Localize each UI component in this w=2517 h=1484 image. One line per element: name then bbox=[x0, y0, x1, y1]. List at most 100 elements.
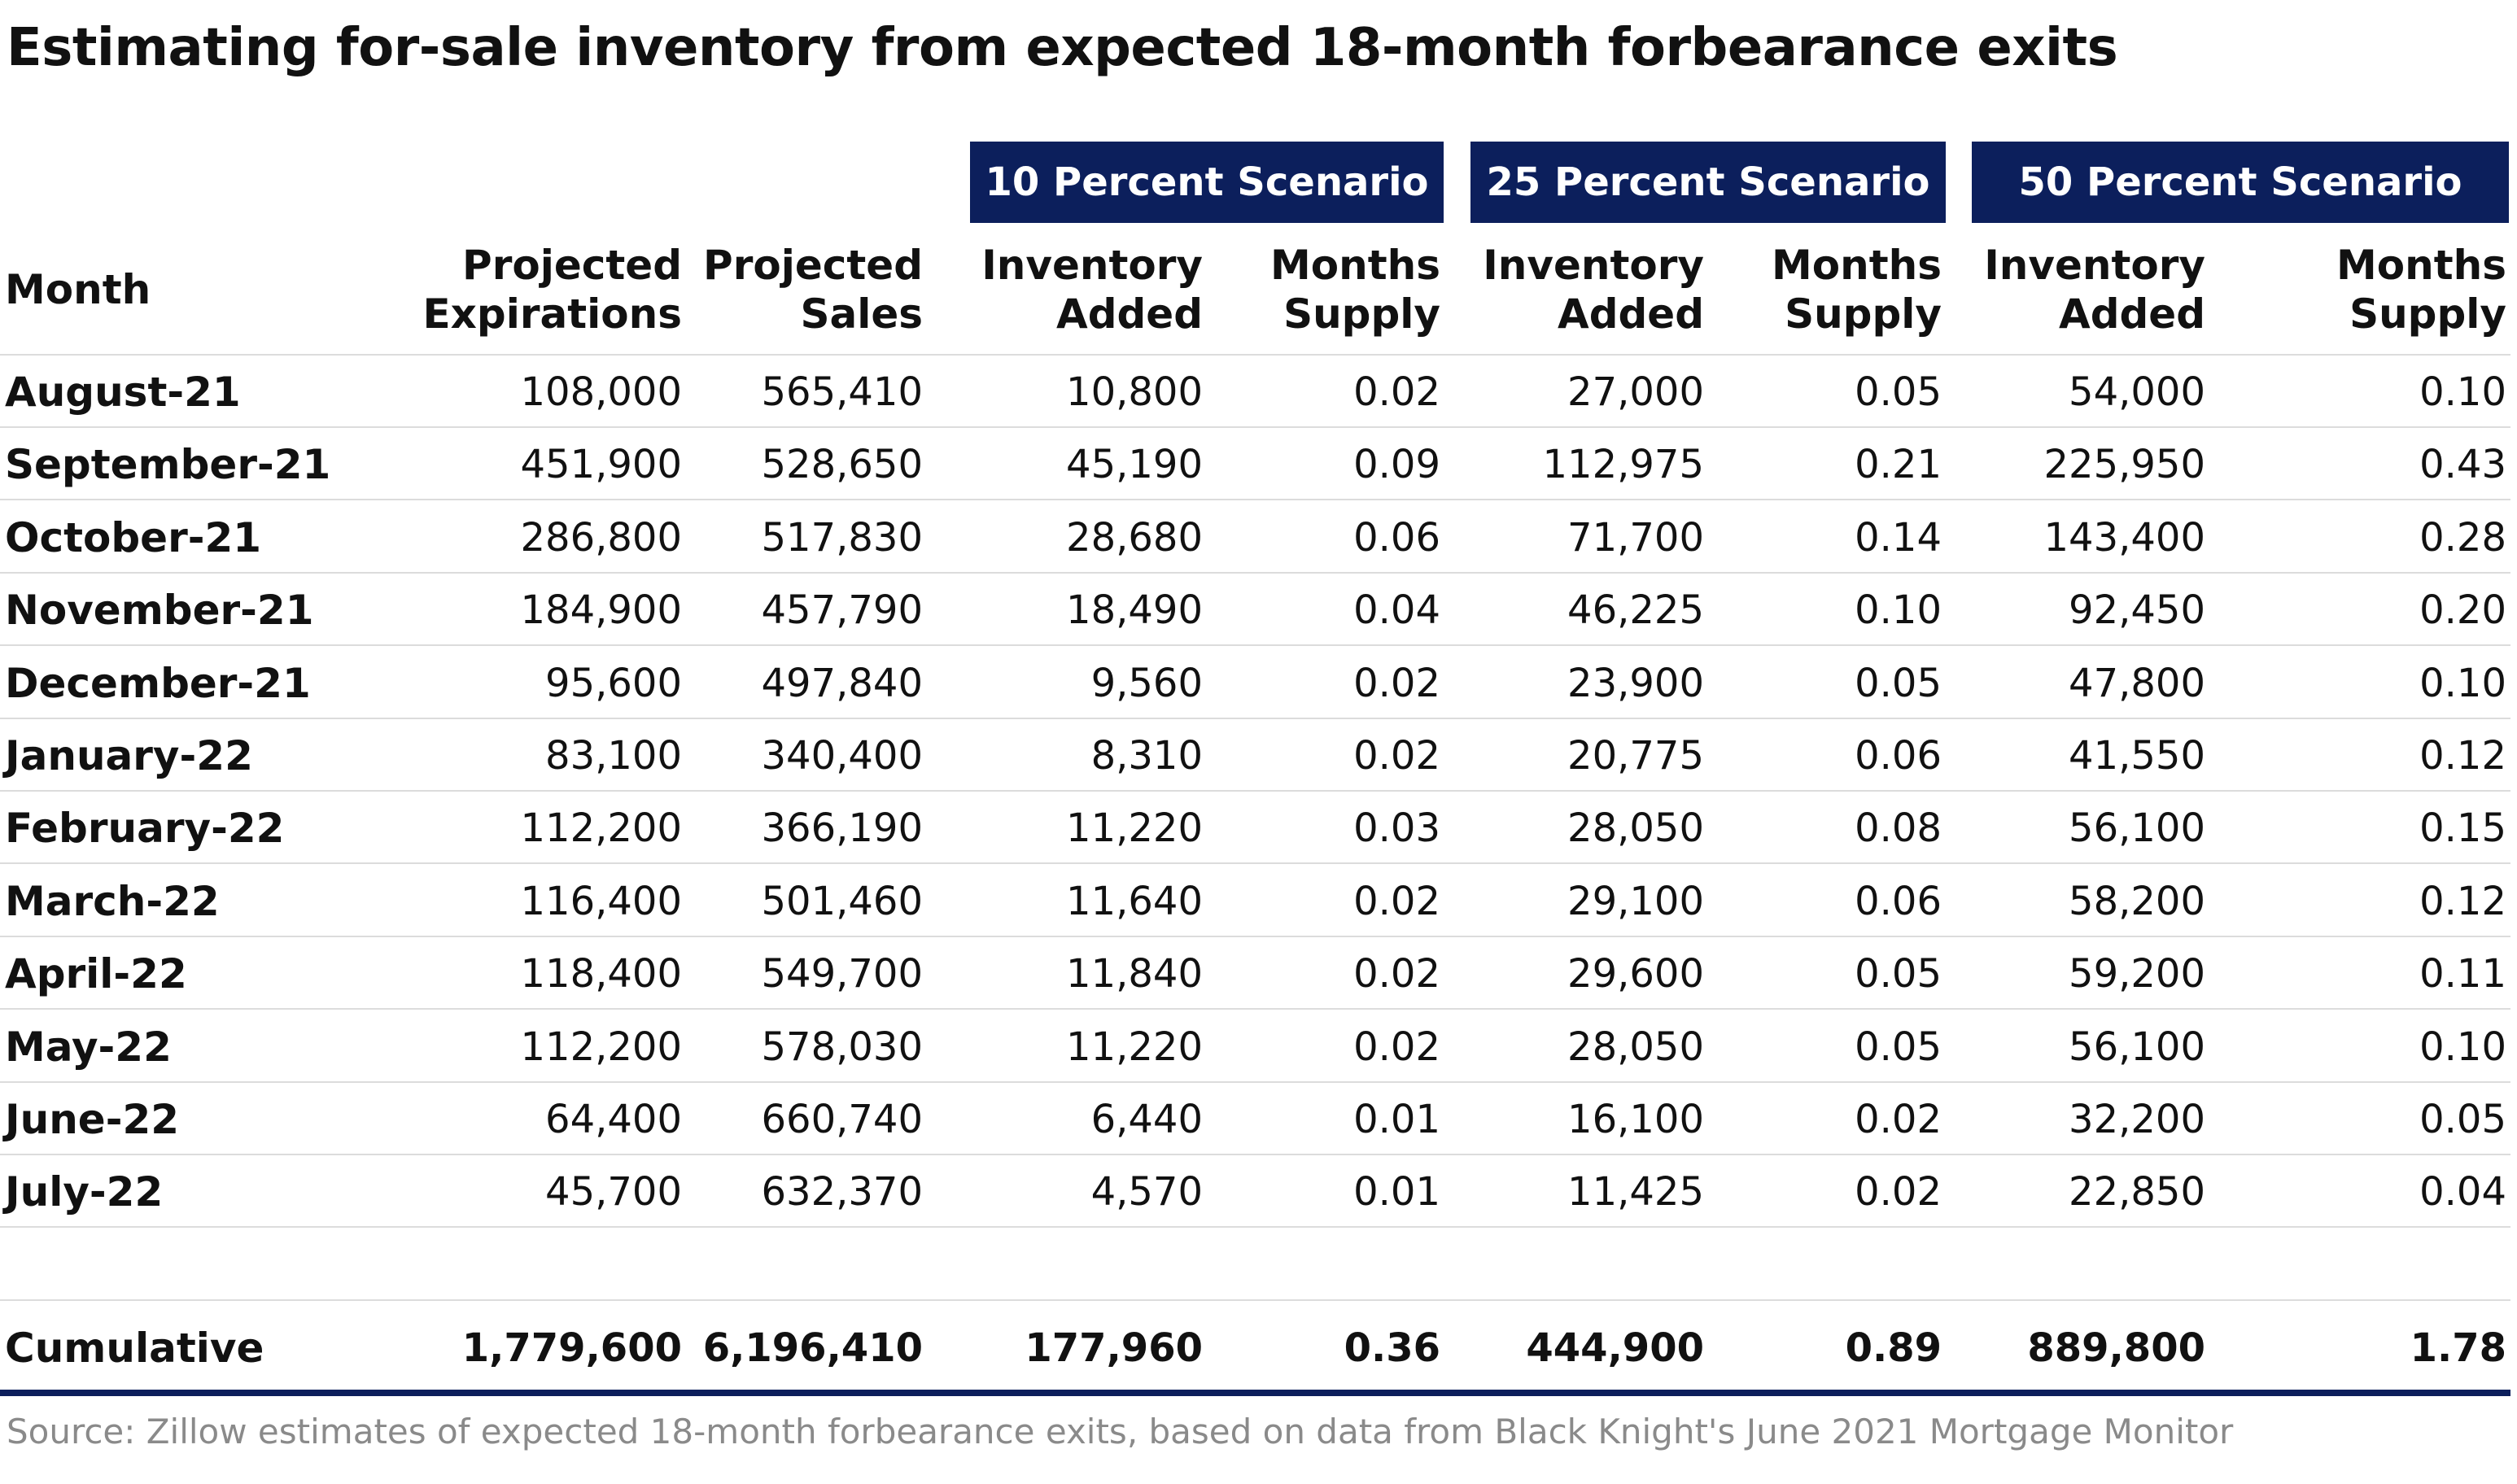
table-cell-months-supply-25: 0.02 bbox=[1855, 1169, 1942, 1216]
row-label: June-22 bbox=[5, 1096, 180, 1143]
table-cell-months-supply-10: 0.03 bbox=[1353, 805, 1440, 852]
table-cell-inventory-added-25: 16,100 bbox=[1567, 1097, 1704, 1142]
table-cell-inventory-added-50: 143,400 bbox=[2043, 514, 2206, 561]
cumulative-cell-inventory-added-25: 444,900 bbox=[1526, 1325, 1704, 1371]
table-cell-months-supply-25: 0.08 bbox=[1855, 805, 1942, 852]
column-header-inventory-added-10: Inventory Added bbox=[981, 241, 1203, 338]
table-cell-inventory-added-10: 18,490 bbox=[1066, 587, 1203, 634]
table-cell-months-supply-50: 0.05 bbox=[2419, 1097, 2506, 1142]
cumulative-cell-months-supply-10: 0.36 bbox=[1344, 1325, 1440, 1371]
table-cell-projected-expirations: 108,000 bbox=[520, 369, 683, 415]
row-label: April-22 bbox=[5, 950, 187, 998]
table-cell-projected-sales: 565,410 bbox=[761, 369, 924, 415]
table-cell-projected-sales: 549,700 bbox=[761, 951, 924, 997]
table-cell-months-supply-50: 0.11 bbox=[2419, 951, 2506, 997]
table-cell-months-supply-50: 0.10 bbox=[2419, 369, 2506, 415]
table-cell-projected-sales: 501,460 bbox=[761, 878, 924, 924]
table-cell-projected-sales: 517,830 bbox=[761, 514, 924, 561]
table-cell-projected-expirations: 116,400 bbox=[520, 878, 683, 924]
table-cell-projected-sales: 457,790 bbox=[761, 587, 924, 634]
table-cell-inventory-added-50: 54,000 bbox=[2069, 369, 2205, 415]
cumulative-cell-inventory-added-10: 177,960 bbox=[1025, 1325, 1203, 1371]
column-header-line: Supply bbox=[1785, 290, 1942, 338]
table-cell-inventory-added-10: 11,640 bbox=[1066, 878, 1203, 924]
row-label: December-21 bbox=[5, 659, 311, 707]
table-cell-projected-expirations: 83,100 bbox=[545, 733, 682, 779]
table-cell-inventory-added-50: 56,100 bbox=[2069, 1024, 2205, 1070]
row-divider bbox=[0, 862, 2510, 864]
table-cell-months-supply-10: 0.02 bbox=[1353, 369, 1440, 415]
table-cell-months-supply-25: 0.05 bbox=[1855, 369, 1942, 415]
column-header-line: Inventory bbox=[1984, 242, 2205, 289]
table-cell-months-supply-10: 0.04 bbox=[1353, 587, 1440, 634]
table-cell-inventory-added-10: 11,220 bbox=[1066, 805, 1203, 852]
row-label: January-22 bbox=[5, 732, 253, 779]
table-cell-inventory-added-50: 41,550 bbox=[2069, 733, 2205, 779]
table-cell-projected-expirations: 286,800 bbox=[520, 514, 683, 561]
table-cell-months-supply-10: 0.02 bbox=[1353, 660, 1440, 706]
column-header-line: Months bbox=[2336, 242, 2506, 289]
column-header-line: Added bbox=[1558, 290, 1704, 338]
table-cell-inventory-added-25: 29,100 bbox=[1567, 878, 1704, 924]
table-cell-months-supply-50: 0.04 bbox=[2419, 1169, 2506, 1216]
table-cell-months-supply-50: 0.15 bbox=[2419, 805, 2506, 852]
column-header-line: Inventory bbox=[1483, 242, 1704, 289]
row-label: March-22 bbox=[5, 877, 220, 925]
table-cell-inventory-added-50: 92,450 bbox=[2069, 587, 2205, 634]
table-cell-months-supply-10: 0.01 bbox=[1353, 1097, 1440, 1142]
row-label: May-22 bbox=[5, 1023, 172, 1071]
table-cell-inventory-added-10: 9,560 bbox=[1090, 660, 1203, 706]
row-label: September-21 bbox=[5, 441, 331, 489]
table-cell-months-supply-10: 0.06 bbox=[1353, 514, 1440, 561]
table-cell-months-supply-10: 0.02 bbox=[1353, 878, 1440, 924]
table-cell-projected-expirations: 451,900 bbox=[520, 442, 683, 488]
table-cell-inventory-added-50: 32,200 bbox=[2069, 1097, 2205, 1142]
chart-title: Estimating for-sale inventory from expec… bbox=[7, 18, 2118, 78]
column-header-line: Sales bbox=[800, 290, 923, 338]
table-cell-months-supply-25: 0.05 bbox=[1855, 1024, 1942, 1070]
table-cell-inventory-added-10: 11,220 bbox=[1066, 1024, 1203, 1070]
column-header-inventory-added-50: Inventory Added bbox=[1984, 241, 2205, 338]
row-divider bbox=[0, 1154, 2510, 1155]
column-header-line: Projected bbox=[462, 242, 682, 289]
column-header-projected-sales: Projected Sales bbox=[703, 241, 923, 338]
cumulative-cell-months-supply-25: 0.89 bbox=[1845, 1325, 1942, 1371]
column-header-line: Projected bbox=[703, 242, 923, 289]
table-cell-months-supply-10: 0.02 bbox=[1353, 733, 1440, 779]
cumulative-cell-inventory-added-50: 889,800 bbox=[2027, 1325, 2205, 1371]
cumulative-label: Cumulative bbox=[5, 1325, 264, 1372]
row-label: October-21 bbox=[5, 513, 262, 561]
scenario-50-header: 50 Percent Scenario bbox=[1972, 142, 2509, 223]
table-cell-months-supply-50: 0.43 bbox=[2419, 442, 2506, 488]
cumulative-cell-months-supply-50: 1.78 bbox=[2410, 1325, 2506, 1371]
table-cell-months-supply-25: 0.06 bbox=[1855, 878, 1942, 924]
table-cell-inventory-added-25: 71,700 bbox=[1567, 514, 1704, 561]
cumulative-cell-projected-sales: 6,196,410 bbox=[702, 1325, 923, 1371]
table-cell-months-supply-10: 0.02 bbox=[1353, 1024, 1440, 1070]
table-cell-inventory-added-50: 225,950 bbox=[2043, 442, 2206, 488]
table-cell-inventory-added-25: 28,050 bbox=[1567, 805, 1704, 852]
table-cell-inventory-added-10: 28,680 bbox=[1066, 514, 1203, 561]
table-cell-inventory-added-10: 8,310 bbox=[1090, 733, 1203, 779]
row-divider bbox=[0, 644, 2510, 646]
table-cell-inventory-added-25: 46,225 bbox=[1567, 587, 1704, 634]
row-label: November-21 bbox=[5, 587, 314, 635]
table-cell-inventory-added-10: 6,440 bbox=[1090, 1097, 1203, 1142]
table-cell-projected-expirations: 112,200 bbox=[520, 1024, 683, 1070]
row-divider bbox=[0, 572, 2510, 574]
table-cell-projected-sales: 578,030 bbox=[761, 1024, 924, 1070]
table-cell-projected-sales: 632,370 bbox=[761, 1169, 924, 1216]
table-cell-inventory-added-25: 27,000 bbox=[1567, 369, 1704, 415]
table-cell-projected-expirations: 184,900 bbox=[520, 587, 683, 634]
table-cell-months-supply-25: 0.02 bbox=[1855, 1097, 1942, 1142]
table-cell-months-supply-50: 0.10 bbox=[2419, 1024, 2506, 1070]
table-cell-months-supply-10: 0.01 bbox=[1353, 1169, 1440, 1216]
row-divider bbox=[0, 936, 2510, 937]
table-cell-projected-expirations: 45,700 bbox=[545, 1169, 682, 1216]
table-cell-projected-sales: 340,400 bbox=[761, 733, 924, 779]
table-cell-inventory-added-50: 22,850 bbox=[2069, 1169, 2205, 1216]
cumulative-cell-projected-expirations: 1,779,600 bbox=[461, 1325, 682, 1371]
table-cell-months-supply-25: 0.14 bbox=[1855, 514, 1942, 561]
table-cell-inventory-added-50: 59,200 bbox=[2069, 951, 2205, 997]
table-cell-inventory-added-10: 11,840 bbox=[1066, 951, 1203, 997]
